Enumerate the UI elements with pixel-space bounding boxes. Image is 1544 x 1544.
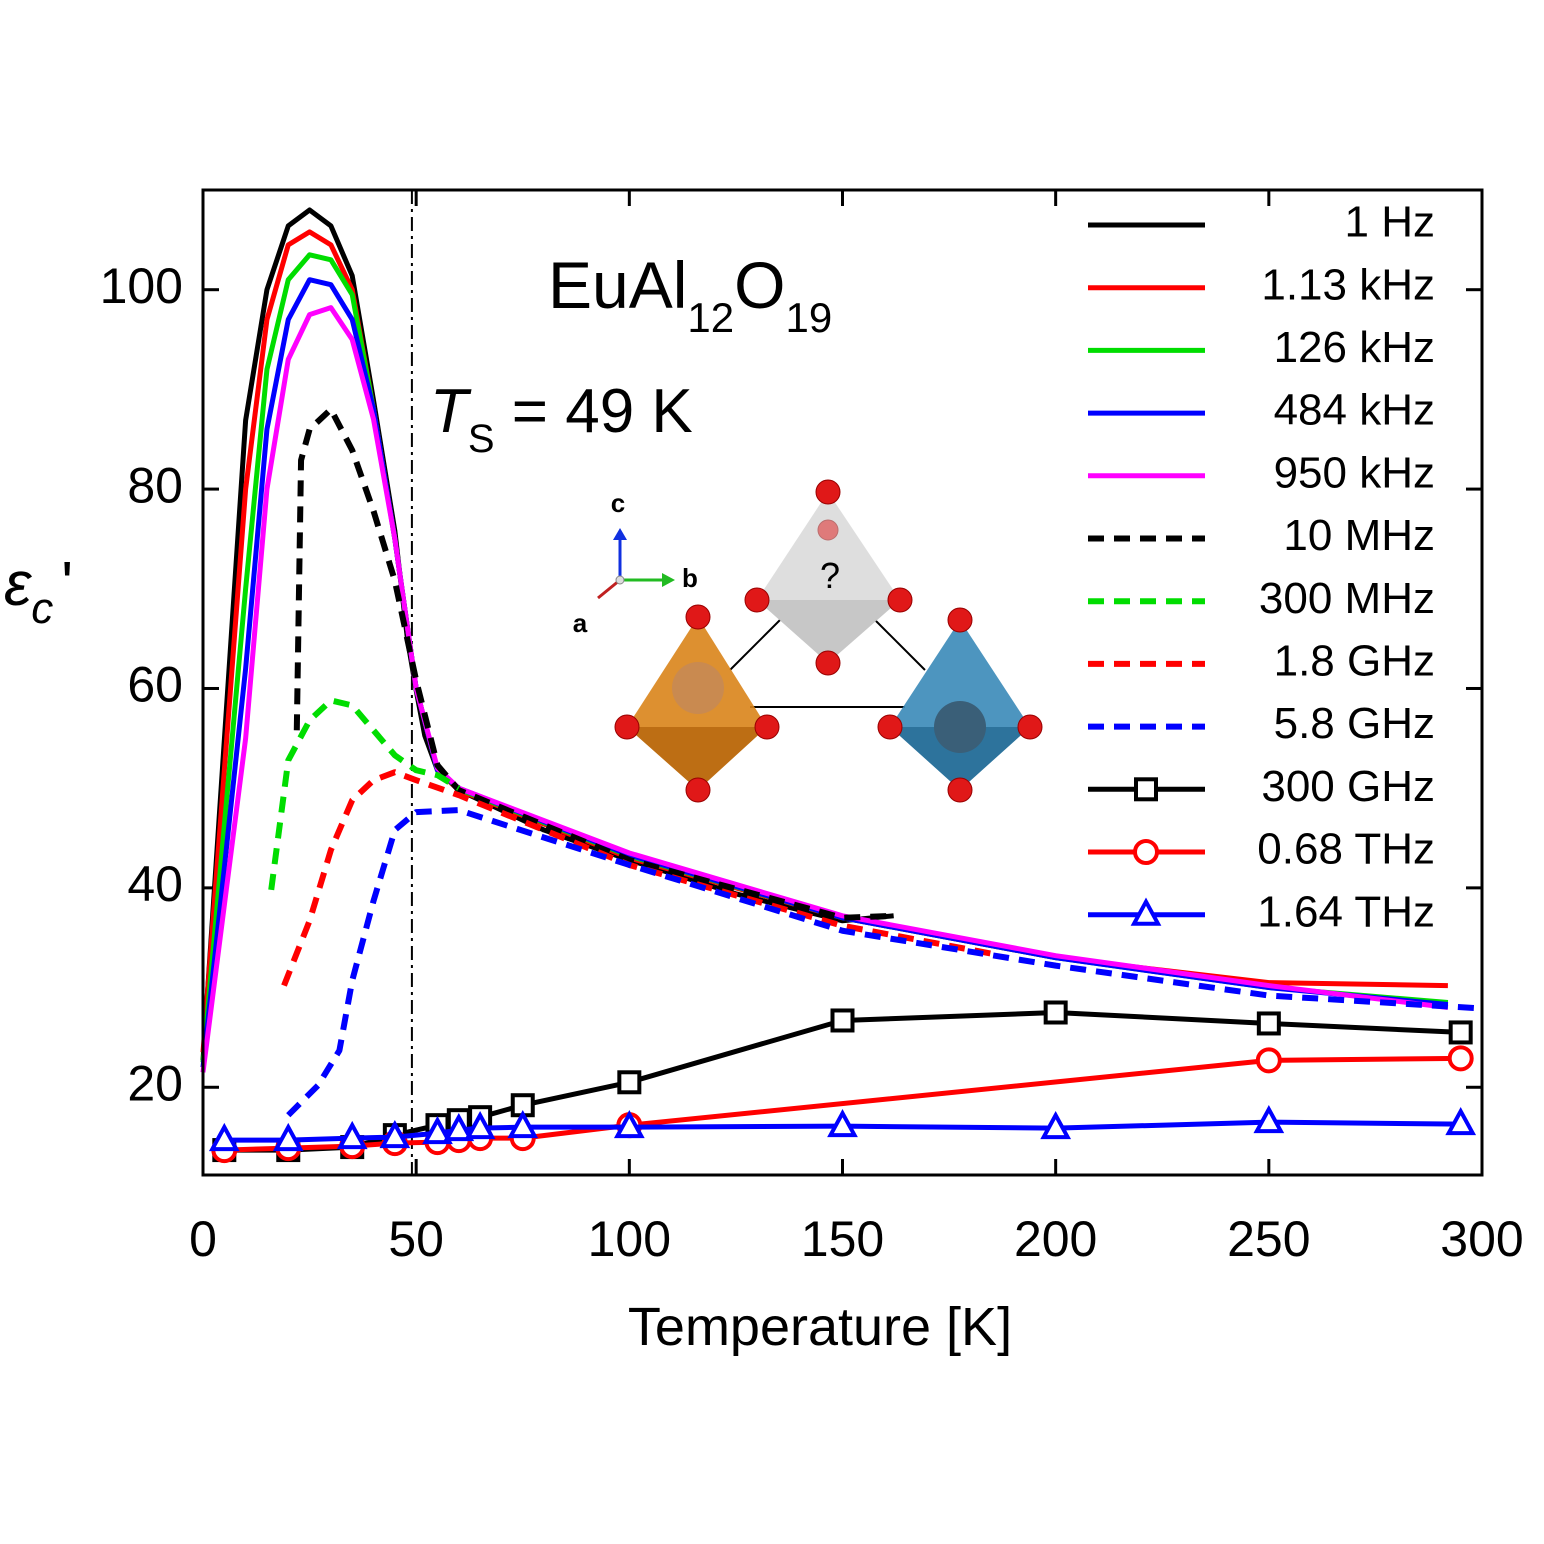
atom bbox=[947, 777, 973, 803]
transition-label: TS = 49 K bbox=[430, 377, 693, 461]
formula-part: EuAl bbox=[548, 248, 687, 322]
legend-label: 1.64 THz bbox=[1257, 887, 1435, 936]
legend-label: 950 kHz bbox=[1274, 448, 1435, 497]
marker bbox=[1133, 839, 1159, 865]
y-tick-label: 80 bbox=[127, 457, 183, 513]
atom bbox=[815, 650, 841, 676]
atom bbox=[877, 714, 903, 740]
marker bbox=[379, 1119, 411, 1149]
formula-part: 12 bbox=[687, 294, 734, 341]
marker bbox=[208, 1122, 240, 1152]
marker bbox=[1447, 1045, 1474, 1072]
marker bbox=[464, 1110, 496, 1140]
site-label: ? bbox=[820, 555, 840, 596]
marker bbox=[1134, 777, 1158, 802]
x-tick-label: 0 bbox=[189, 1211, 217, 1267]
marker bbox=[507, 1109, 539, 1139]
x-tick-label: 50 bbox=[388, 1211, 444, 1267]
marker bbox=[422, 1115, 453, 1145]
subscript: S bbox=[468, 417, 495, 461]
y-axis-label: εc ' bbox=[4, 550, 73, 633]
octahedron bbox=[627, 727, 767, 790]
atom bbox=[887, 587, 913, 613]
marker bbox=[617, 1070, 642, 1095]
series-line bbox=[281, 769, 993, 987]
legend-label: 1.13 kHz bbox=[1261, 260, 1435, 309]
marker bbox=[272, 1122, 304, 1152]
octahedron bbox=[890, 727, 1030, 790]
x-axis-label: Temperature [K] bbox=[628, 1297, 1012, 1357]
atom bbox=[815, 479, 841, 505]
subscript: c bbox=[31, 584, 53, 633]
marker bbox=[1130, 897, 1162, 926]
atom bbox=[947, 607, 973, 633]
atom bbox=[934, 701, 986, 753]
formula-part: O bbox=[734, 248, 785, 322]
legend-label: 5.8 GHz bbox=[1274, 699, 1435, 748]
y-tick-label: 100 bbox=[100, 258, 183, 314]
legend-label: 1.8 GHz bbox=[1274, 637, 1435, 686]
atom bbox=[817, 519, 839, 541]
symbol: T bbox=[430, 377, 472, 446]
marker bbox=[1253, 1104, 1285, 1134]
legend-label: 300 GHz bbox=[1261, 762, 1435, 811]
legend-label: 484 kHz bbox=[1274, 386, 1435, 435]
atom bbox=[685, 777, 711, 803]
axis-label: b bbox=[682, 563, 698, 593]
legend-label: 126 kHz bbox=[1274, 323, 1435, 372]
atom bbox=[1017, 714, 1043, 740]
atom bbox=[672, 662, 724, 714]
x-tick-label: 300 bbox=[1440, 1211, 1523, 1267]
plot-frame bbox=[201, 188, 1484, 1177]
symbol: ε bbox=[4, 550, 32, 619]
origin bbox=[615, 575, 625, 585]
marker bbox=[1043, 1000, 1068, 1025]
atom bbox=[754, 714, 780, 740]
x-tick-label: 250 bbox=[1227, 1211, 1310, 1267]
marker bbox=[1255, 1047, 1282, 1074]
bond bbox=[874, 619, 926, 671]
y-tick-label: 20 bbox=[127, 1055, 183, 1111]
formula: EuAl12O19 bbox=[548, 248, 832, 341]
marker bbox=[1040, 1110, 1072, 1140]
y-tick-label: 60 bbox=[127, 657, 183, 713]
legend-label: 10 MHz bbox=[1283, 511, 1435, 560]
marker bbox=[613, 1109, 645, 1139]
legend-label: 1 Hz bbox=[1345, 198, 1435, 247]
marker bbox=[336, 1120, 368, 1150]
crystal-inset: c b a ? bbox=[573, 479, 1043, 803]
prime: ' bbox=[61, 550, 73, 619]
bond bbox=[729, 619, 781, 671]
atom bbox=[685, 604, 711, 630]
atom bbox=[744, 587, 770, 613]
x-tick-label: 100 bbox=[588, 1211, 671, 1267]
marker bbox=[827, 1108, 858, 1138]
axis-label: c bbox=[611, 488, 625, 518]
legend-label: 0.68 THz bbox=[1257, 825, 1435, 874]
octahedron bbox=[757, 600, 900, 663]
arrow bbox=[613, 528, 627, 540]
marker bbox=[1256, 1011, 1281, 1036]
legend-label: 300 MHz bbox=[1259, 574, 1435, 623]
atom bbox=[614, 714, 640, 740]
series-line bbox=[286, 807, 1483, 1118]
marker bbox=[830, 1008, 855, 1033]
formula-part: 19 bbox=[785, 294, 832, 341]
value-text: = 49 K bbox=[495, 377, 693, 446]
arrow bbox=[662, 573, 675, 587]
series-line bbox=[293, 406, 894, 921]
series-line bbox=[200, 305, 1449, 1073]
marker bbox=[1445, 1106, 1477, 1136]
axis-label: a bbox=[573, 608, 588, 638]
x-tick-label: 150 bbox=[801, 1211, 884, 1267]
marker bbox=[1448, 1020, 1473, 1045]
marker bbox=[443, 1112, 475, 1142]
x-tick-label: 200 bbox=[1014, 1211, 1097, 1267]
series-line bbox=[268, 697, 461, 891]
axis-a bbox=[597, 578, 621, 600]
y-tick-label: 40 bbox=[127, 856, 183, 912]
